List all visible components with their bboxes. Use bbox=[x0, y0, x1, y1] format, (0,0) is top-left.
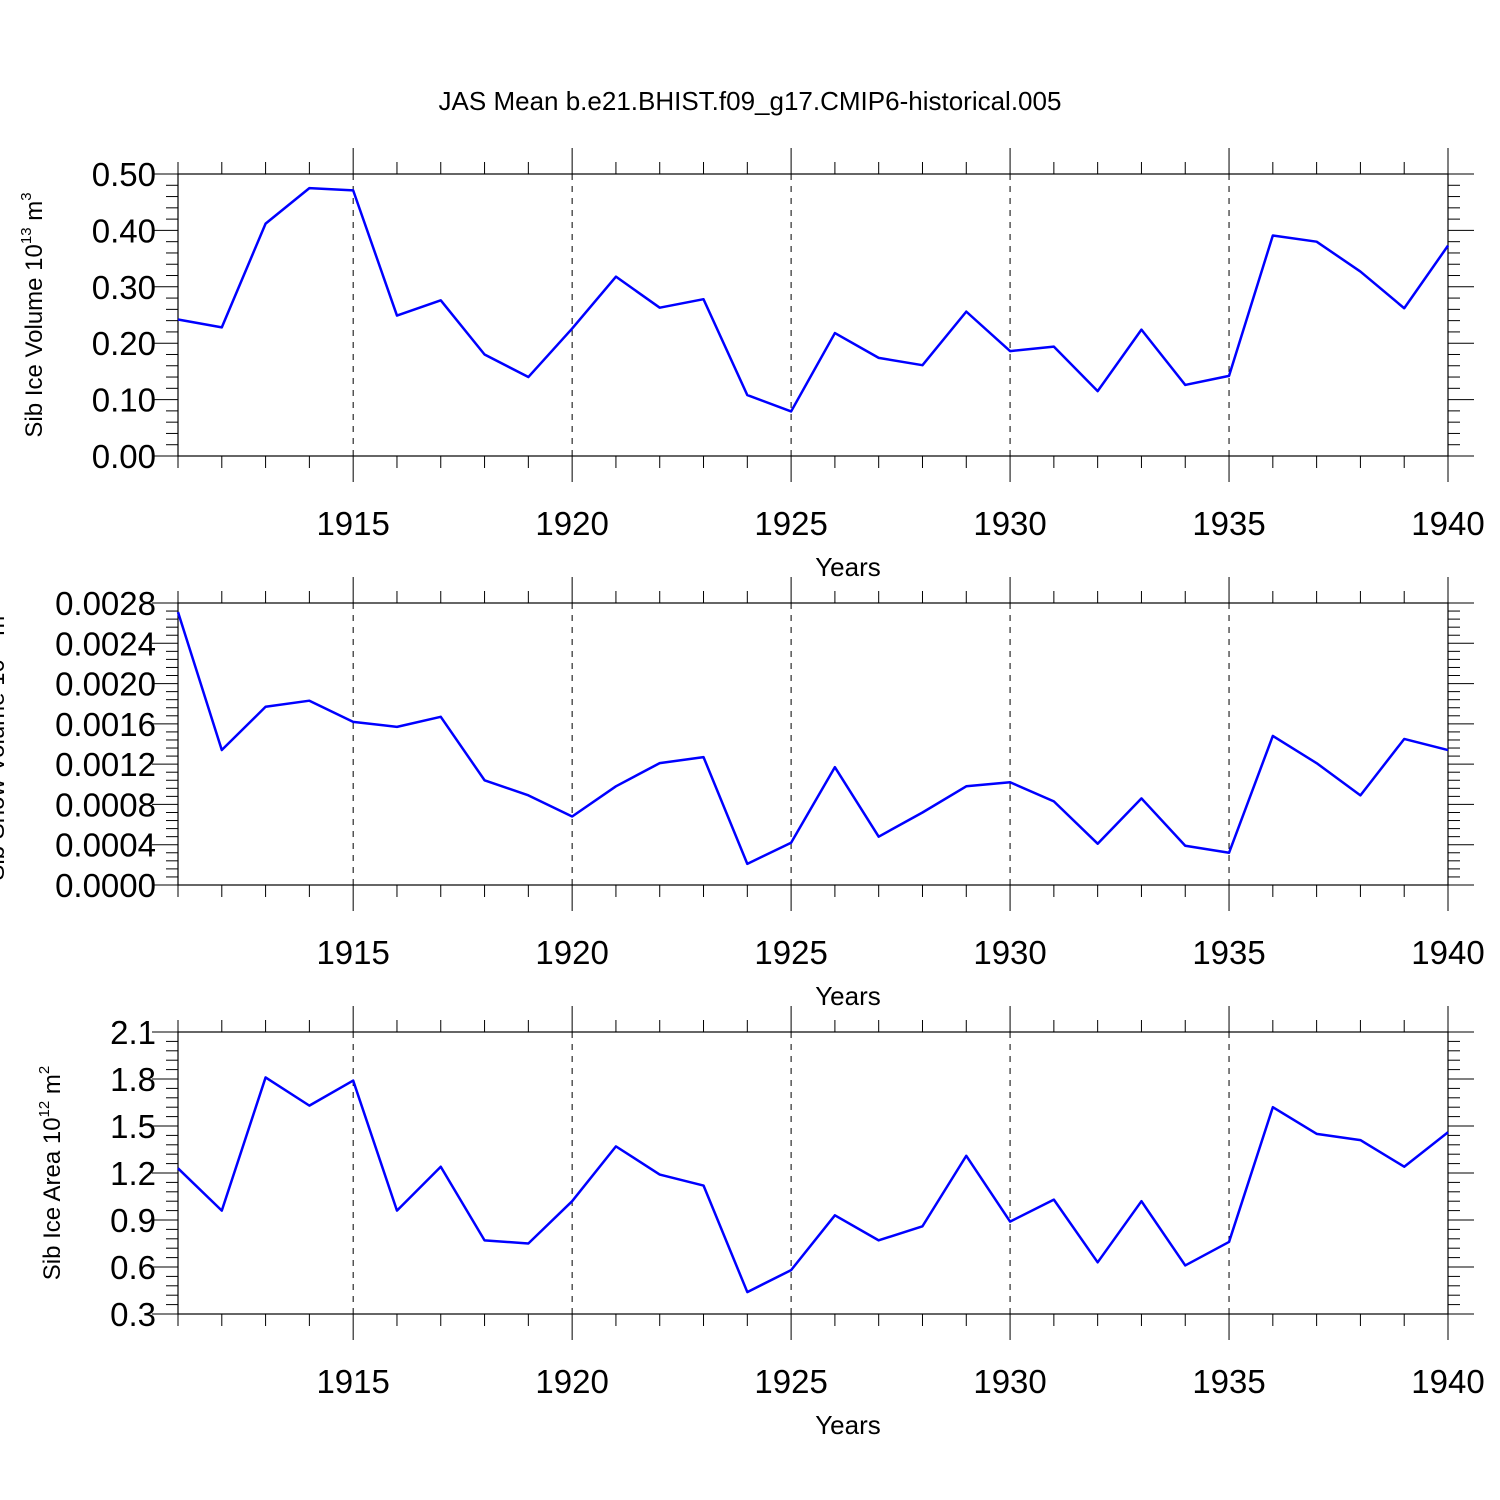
y-label-exponent: 12 bbox=[36, 1101, 53, 1118]
x-tick-label: 1915 bbox=[316, 505, 389, 542]
y-label-unit-exponent: 2 bbox=[36, 1066, 53, 1074]
y-tick-label: 0.10 bbox=[92, 382, 156, 419]
y-tick-label: 1.5 bbox=[110, 1108, 156, 1145]
x-tick-label: 1915 bbox=[316, 934, 389, 971]
x-axis-label: Years bbox=[815, 1410, 881, 1440]
panel-1: 1915 1920 1925 1930 1935 1940 Years 0.00 0.10 0.2… bbox=[18, 148, 1485, 582]
y-tick-label: 0.3 bbox=[110, 1296, 156, 1333]
y-tick-label: 0.30 bbox=[92, 269, 156, 306]
y-label-text: Sib Snow Volume 10 bbox=[0, 659, 10, 880]
x-tick-label: 1940 bbox=[1411, 1363, 1484, 1400]
y-tick-label: 0.0024 bbox=[55, 625, 156, 662]
x-tick-label: 1915 bbox=[316, 1363, 389, 1400]
figure-title: JAS Mean b.e21.BHIST.f09_g17.CMIP6-histo… bbox=[439, 86, 1062, 116]
x-tick-label: 1925 bbox=[754, 505, 827, 542]
x-axis-label: Years bbox=[815, 552, 881, 582]
y-label-exponent: 13 bbox=[18, 227, 35, 244]
plot-frame bbox=[177, 602, 1449, 886]
series-line bbox=[177, 186, 1450, 413]
y-tick-label: 0.50 bbox=[92, 156, 156, 193]
y-tick-label: 0.6 bbox=[110, 1249, 156, 1286]
x-tick-label: 1925 bbox=[754, 1363, 827, 1400]
y-label-text: Sib Ice Area 10 bbox=[39, 1117, 66, 1280]
y-tick-label: 2.1 bbox=[110, 1014, 156, 1051]
y-label-unit: m bbox=[0, 616, 10, 643]
plot-frame bbox=[177, 1031, 1449, 1315]
x-tick-label: 1935 bbox=[1192, 1363, 1265, 1400]
series-line bbox=[176, 611, 1449, 866]
x-tick-label: 1925 bbox=[754, 934, 827, 971]
y-tick-label: 0.0020 bbox=[55, 666, 156, 703]
y-tick-label: 0.0000 bbox=[55, 867, 156, 904]
y-tick-label: 0.40 bbox=[92, 212, 156, 249]
y-tick-label: 0.0008 bbox=[55, 786, 156, 823]
x-tick-label: 1935 bbox=[1192, 505, 1265, 542]
x-tick-label: 1920 bbox=[535, 505, 608, 542]
x-tick-label: 1930 bbox=[973, 505, 1046, 542]
y-label-unit-exponent: 3 bbox=[18, 192, 35, 200]
y-axis-label: Sib Ice Volume 1013 m3 bbox=[18, 192, 48, 437]
y-tick-label: 0.0012 bbox=[55, 746, 156, 783]
x-tick-label: 1935 bbox=[1192, 934, 1265, 971]
plot-frame bbox=[177, 173, 1449, 457]
x-tick-label: 1930 bbox=[973, 934, 1046, 971]
y-tick-label: 1.8 bbox=[110, 1061, 156, 1098]
y-label-unit: m bbox=[39, 1074, 66, 1101]
series-line bbox=[177, 1076, 1449, 1294]
panel-2: 1915 1920 1925 1930 1935 1940Years0.00000.000… bbox=[0, 577, 1485, 1011]
y-tick-label: 0.0028 bbox=[55, 585, 156, 622]
panel-3: 1915 1920 1925 1930 1935 1940 Years 0.3 0.6 0.9 1.… bbox=[36, 1006, 1485, 1440]
y-tick-label: 1.2 bbox=[110, 1155, 156, 1192]
x-tick-label: 1940 bbox=[1411, 505, 1484, 542]
y-tick-label: 0.0016 bbox=[55, 706, 156, 743]
x-tick-label: 1930 bbox=[973, 1363, 1046, 1400]
y-tick-label: 0.20 bbox=[92, 325, 156, 362]
y-label-text: Sib Ice Volume 10 bbox=[21, 244, 48, 437]
y-axis-label: Sib Ice Area 1012 m2 bbox=[36, 1066, 66, 1280]
y-tick-label: 0.00 bbox=[92, 438, 156, 475]
x-tick-label: 1940 bbox=[1411, 934, 1484, 971]
x-tick-label: 1920 bbox=[535, 934, 608, 971]
y-axis-label: Sib Snow Volume 1013 m3 bbox=[0, 607, 10, 880]
x-tick-label: 1920 bbox=[535, 1363, 608, 1400]
y-tick-label: 0.0004 bbox=[55, 827, 156, 864]
y-label-unit: m bbox=[21, 201, 48, 228]
y-tick-label: 0.9 bbox=[110, 1202, 156, 1239]
x-axis-label: Years bbox=[815, 981, 881, 1011]
